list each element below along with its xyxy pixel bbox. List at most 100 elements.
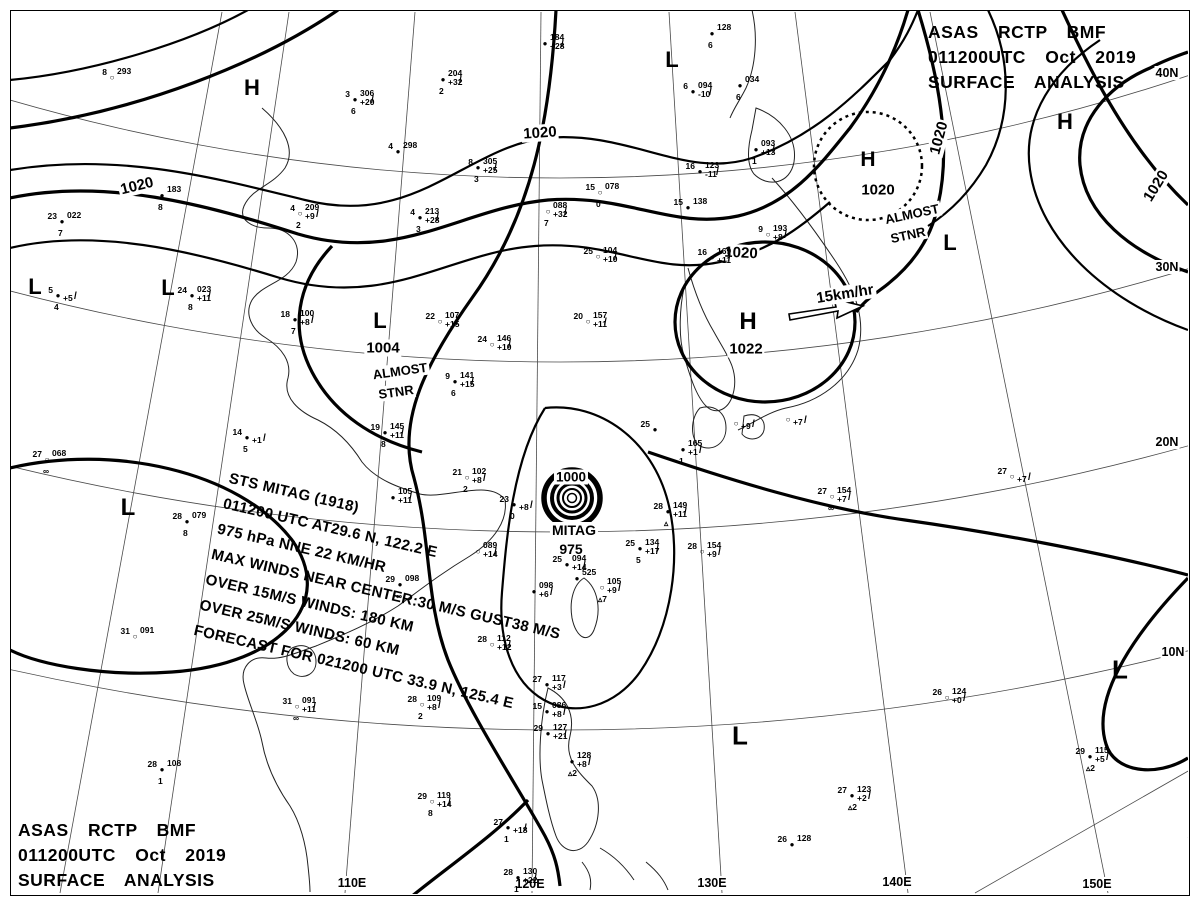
- station-low-cloud: ∞: [396, 591, 403, 601]
- station-temperature: 16: [697, 247, 707, 257]
- station-dewpoint: +5: [63, 293, 73, 303]
- wind-barb-icon: /: [524, 823, 527, 834]
- station-circle-open-icon: ○: [109, 73, 115, 83]
- station-dewpoint: +7: [837, 494, 847, 504]
- station-circle-filled-icon: ●: [55, 291, 61, 301]
- station-circle-filled-icon: ●: [382, 428, 388, 438]
- station-low-cloud: 7: [291, 326, 296, 336]
- station-circle-filled-icon: ●: [417, 213, 423, 223]
- analysis-datetime: 011200UTC Oct 2019: [18, 845, 227, 865]
- station-temperature: 27: [493, 817, 503, 827]
- wind-barb-icon: /: [534, 873, 537, 884]
- pressure-center-h: H: [739, 308, 757, 335]
- typhoon-name-label: MITAG: [549, 522, 599, 538]
- station-dewpoint: +7: [793, 417, 803, 427]
- station-pressure: 525: [582, 567, 597, 577]
- analysis-datetime: 011200UTC Oct 2019: [928, 47, 1137, 67]
- station-low-cloud: 6: [736, 92, 741, 102]
- pressure-center-l: L: [732, 720, 748, 751]
- station-temperature: 6: [683, 81, 688, 91]
- station-dewpoint: +14: [437, 799, 452, 809]
- station-dewpoint: +20: [360, 97, 375, 107]
- station-pressure: 165: [688, 438, 703, 448]
- wind-barb-icon: /: [963, 693, 966, 704]
- station-circle-filled-icon: ●: [59, 217, 65, 227]
- station-low-cloud: ▵7: [598, 594, 607, 604]
- station-pressure: 091: [140, 625, 155, 635]
- station-dewpoint: +17: [645, 546, 660, 556]
- station-circle-open-icon: ○: [419, 700, 425, 710]
- station-low-cloud: 8: [158, 202, 163, 212]
- station-temperature: 27: [32, 449, 42, 459]
- wind-barb-icon: /: [471, 377, 474, 388]
- station-circle-open-icon: ○: [1009, 472, 1015, 482]
- station-pressure: 109: [427, 693, 442, 703]
- station-dewpoint: +12: [497, 642, 512, 652]
- wind-barb-icon: /: [448, 797, 451, 808]
- station-temperature: 26: [932, 687, 942, 697]
- station-circle-open-icon: ○: [733, 419, 739, 429]
- wind-barb-icon: /: [868, 791, 871, 802]
- station-dewpoint: +5: [1095, 754, 1105, 764]
- station-circle-open-icon: ○: [132, 632, 138, 642]
- station-circle-filled-icon: ●: [184, 517, 190, 527]
- wind-barb-icon: /: [709, 87, 712, 98]
- station-circle-open-icon: ○: [489, 340, 495, 350]
- wind-barb-icon: /: [456, 317, 459, 328]
- station-dewpoint: +8: [300, 317, 310, 327]
- wind-barb-icon: /: [561, 39, 564, 50]
- wind-barb-icon: /: [583, 560, 586, 571]
- station-circle-open-icon: ○: [44, 455, 50, 465]
- station-low-cloud: ▵: [664, 518, 669, 528]
- latitude-label: 10N: [1160, 645, 1186, 659]
- chart-type: SURFACE ANALYSIS: [928, 72, 1125, 92]
- station-pressure: 105: [607, 576, 622, 586]
- station-low-cloud: 2: [463, 484, 468, 494]
- station-circle-filled-icon: ●: [542, 39, 548, 49]
- station-dewpoint: +6: [539, 589, 549, 599]
- station-circle-open-icon: ○: [297, 209, 303, 219]
- station-dewpoint: +11: [593, 319, 607, 329]
- station-pressure: 134: [645, 537, 660, 547]
- station-temperature: 25: [625, 538, 635, 548]
- wind-barb-icon: /: [716, 167, 719, 178]
- station-temperature: 28: [147, 759, 157, 769]
- station-temperature: 21: [452, 467, 462, 477]
- wind-barb-icon: /: [530, 500, 533, 511]
- station-pressure: 146: [497, 333, 512, 343]
- station-temperature: 18: [280, 309, 290, 319]
- station-dewpoint: +2: [857, 793, 867, 803]
- station-circle-open-icon: ○: [595, 252, 601, 262]
- wind-barb-icon: /: [728, 253, 731, 264]
- station-low-cloud: ∞: [43, 466, 50, 476]
- station-dewpoint: +11: [197, 293, 211, 303]
- station-pressure: 128: [717, 22, 732, 32]
- station-temperature: 4: [388, 141, 393, 151]
- station-low-cloud: 2: [296, 220, 301, 230]
- wind-barb-icon: /: [550, 587, 553, 598]
- typhoon-pressure-label: 975: [557, 541, 585, 557]
- station-temperature: 28: [172, 511, 182, 521]
- station-temperature: 31: [282, 696, 292, 706]
- wind-barb-icon: /: [1106, 752, 1109, 763]
- wind-barb-icon: /: [772, 145, 775, 156]
- station-temperature: 28: [653, 501, 663, 511]
- station-pressure: 107: [445, 310, 460, 320]
- station-temperature: 16: [685, 161, 695, 171]
- station-circle-filled-icon: ●: [737, 81, 743, 91]
- station-dewpoint: +8: [552, 709, 562, 719]
- station-dewpoint: +28: [425, 215, 440, 225]
- station-pressure: 183: [167, 184, 182, 194]
- station-low-cloud: 2: [439, 86, 444, 96]
- station-dewpoint: +18: [513, 825, 528, 835]
- station-pressure: 098: [539, 580, 554, 590]
- station-circle-filled-icon: ●: [189, 291, 195, 301]
- wind-barb-icon: /: [316, 209, 319, 220]
- station-temperature: 28: [503, 867, 513, 877]
- station-circle-filled-icon: ●: [159, 191, 165, 201]
- station-temperature: 5: [48, 285, 53, 295]
- wind-barb-icon: /: [656, 544, 659, 555]
- wind-barb-icon: /: [618, 583, 621, 594]
- station-temperature: 28: [407, 694, 417, 704]
- station-low-cloud: ▵2: [1086, 763, 1095, 773]
